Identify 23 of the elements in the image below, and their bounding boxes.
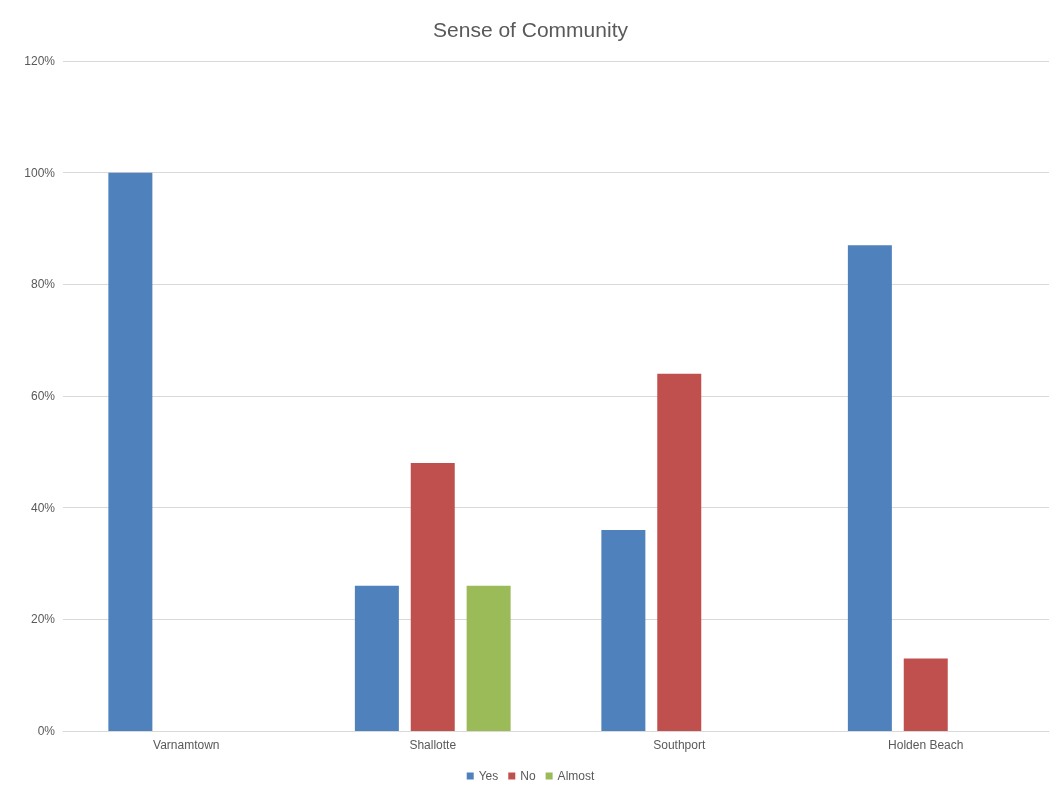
bar: [108, 172, 153, 731]
y-tick-label: 0%: [37, 724, 56, 738]
bar: [657, 373, 702, 731]
bar: [601, 530, 646, 731]
y-tick-label: 80%: [30, 277, 56, 292]
bar: [466, 585, 511, 731]
x-tick-label: Holden Beach: [888, 738, 964, 752]
y-tick-label: 100%: [24, 165, 56, 180]
legend-label: No: [520, 769, 536, 783]
x-tick-label: Shallotte: [409, 738, 457, 752]
y-tick-label: 120%: [24, 54, 56, 68]
bar: [847, 245, 892, 731]
chart-title: Sense of Community: [433, 18, 629, 41]
bar: [354, 585, 399, 731]
bar: [410, 463, 455, 731]
x-tick-label: Southport: [653, 738, 706, 752]
y-tick-label: 40%: [30, 500, 56, 515]
legend-label: Yes: [478, 769, 499, 783]
y-tick-label: 20%: [30, 612, 56, 627]
x-tick-label: Varnamtown: [153, 738, 220, 752]
bar: [903, 658, 948, 731]
y-tick-label: 60%: [30, 389, 56, 403]
legend-label: Almost: [557, 769, 595, 783]
